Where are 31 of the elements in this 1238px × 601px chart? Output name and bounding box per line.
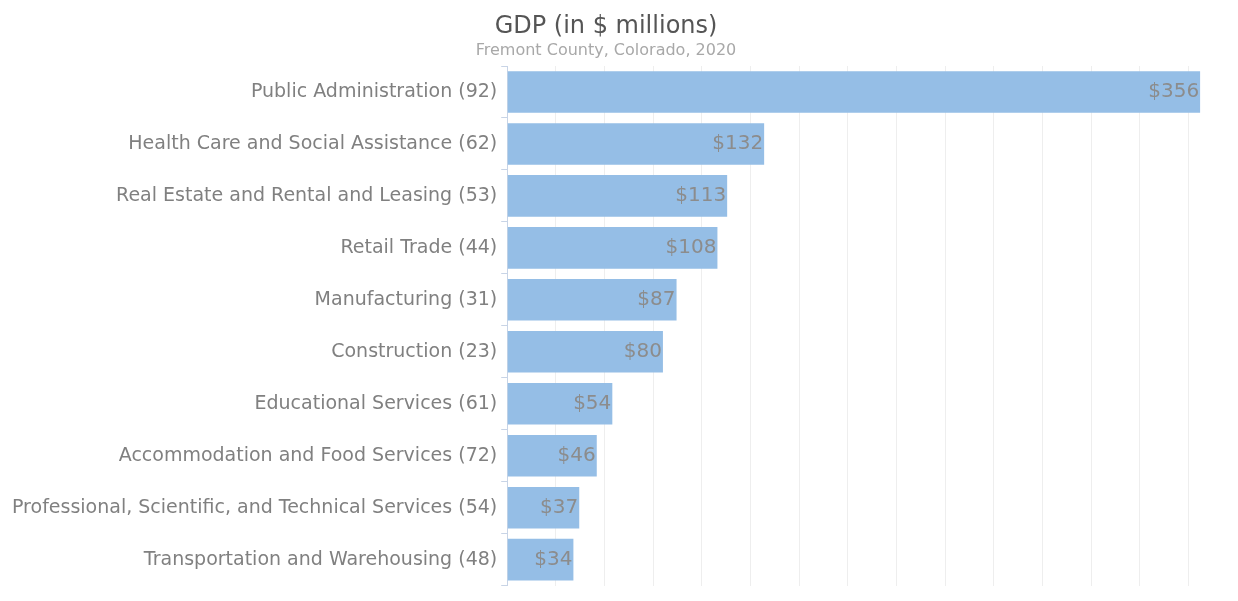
y-tick-label: Public Administration (92) [250,78,498,101]
bar [507,486,580,529]
data-label: $356 [1148,78,1200,103]
data-label: $37 [540,493,579,518]
y-tick-label: Construction (23) [331,338,498,361]
data-label: $34 [534,545,573,570]
y-tick-label: Transportation and Warehousing (48) [142,546,498,569]
chart-subtitle: Fremont County, Colorado, 2020 [475,39,737,59]
data-label: $132 [712,130,764,155]
data-label: $87 [637,286,676,311]
y-tick-label: Manufacturing (31) [314,286,498,309]
bar [507,175,728,217]
y-tick-label: Accommodation and Food Services (72) [118,442,498,465]
bar [507,331,663,373]
y-tick-label: Professional, Scientific, and Technical Services (54) [12,494,498,517]
data-label: $80 [623,337,662,362]
y-tick-label: Retail Trade (44) [340,234,498,257]
chart-title: GDP (in $ millions) [494,10,718,39]
data-label: $54 [573,389,612,414]
bar [507,227,718,269]
data-label: $46 [557,441,596,466]
bar [507,434,597,477]
y-tick-label: Health Care and Social Assistance (62) [128,130,498,153]
y-tick-label: Educational Services (61) [254,390,498,413]
bar [507,71,1201,113]
bar [507,279,677,321]
bar [507,123,765,165]
bar [507,382,613,425]
data-label: $113 [675,182,727,207]
data-label: $108 [665,234,717,259]
y-tick-label: Real Estate and Rental and Leasing (53) [116,182,498,205]
